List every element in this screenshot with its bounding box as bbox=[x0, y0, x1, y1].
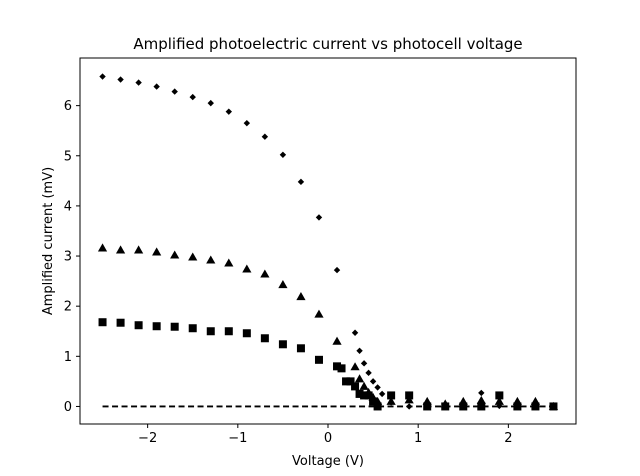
triangle-point bbox=[386, 396, 396, 405]
diamond-point bbox=[351, 329, 359, 336]
triangle-point bbox=[494, 396, 504, 405]
square-point bbox=[351, 382, 360, 391]
diamond-point bbox=[117, 76, 124, 83]
square-point bbox=[337, 364, 346, 373]
square-point bbox=[170, 322, 179, 331]
triangle-point bbox=[206, 255, 216, 264]
triangle-point bbox=[188, 252, 198, 261]
triangle-point bbox=[115, 245, 126, 254]
y-tick-label: 5 bbox=[64, 149, 72, 164]
diamond-point bbox=[261, 133, 269, 140]
diamond-point bbox=[153, 83, 160, 90]
triangle-point bbox=[152, 247, 162, 256]
triangle-point bbox=[242, 264, 252, 273]
triangle-point bbox=[354, 374, 365, 383]
triangle-point bbox=[170, 250, 180, 259]
diamond-point bbox=[243, 119, 251, 127]
x-tick-label: −1 bbox=[228, 431, 247, 446]
square-point bbox=[242, 329, 251, 338]
diamond-point bbox=[225, 108, 232, 115]
diamond-point bbox=[374, 384, 381, 391]
square-point bbox=[314, 355, 323, 364]
square-point bbox=[116, 318, 125, 327]
triangle-point bbox=[278, 280, 288, 289]
square-point bbox=[373, 402, 382, 411]
series-2 bbox=[97, 243, 559, 410]
triangle-point bbox=[476, 395, 486, 404]
square-point bbox=[296, 344, 305, 353]
plot-frame bbox=[79, 57, 577, 425]
triangle-point bbox=[359, 381, 369, 390]
square-point bbox=[188, 324, 197, 333]
square-point bbox=[423, 402, 432, 411]
y-tick-label: 6 bbox=[64, 99, 72, 114]
square-point bbox=[346, 377, 355, 386]
square-point bbox=[134, 321, 143, 330]
triangle-point bbox=[260, 269, 270, 278]
square-point bbox=[224, 327, 233, 336]
square-point bbox=[387, 391, 396, 400]
triangle-point bbox=[134, 245, 144, 254]
diamond-point bbox=[365, 369, 372, 377]
diamond-point bbox=[171, 88, 178, 95]
square-point bbox=[355, 389, 364, 398]
square-point bbox=[206, 327, 215, 336]
square-point bbox=[369, 397, 378, 406]
triangle-point bbox=[97, 243, 108, 252]
diamond-point bbox=[297, 178, 305, 186]
x-tick-label: 1 bbox=[414, 431, 422, 446]
x-axis-label: Voltage (V) bbox=[292, 454, 364, 469]
square-point bbox=[405, 391, 414, 400]
square-point bbox=[549, 402, 558, 411]
diamond-point bbox=[207, 99, 214, 107]
diamond-point bbox=[356, 347, 363, 354]
y-tick-label: 1 bbox=[64, 350, 72, 365]
square-point bbox=[333, 362, 342, 371]
square-point bbox=[260, 334, 269, 343]
square-point bbox=[342, 377, 351, 386]
x-tick-label: 0 bbox=[324, 431, 332, 446]
diamond-point bbox=[378, 390, 386, 398]
triangle-point bbox=[314, 309, 324, 318]
square-point bbox=[477, 402, 486, 411]
square-point bbox=[364, 391, 373, 400]
y-axis-label: Amplified current (mV) bbox=[41, 167, 56, 315]
diamond-point bbox=[279, 151, 287, 158]
square-point bbox=[513, 402, 522, 411]
diamond-point bbox=[405, 403, 413, 410]
diamond-point bbox=[478, 389, 485, 397]
diamond-point bbox=[135, 79, 142, 86]
diamond-point bbox=[360, 360, 368, 367]
square-point bbox=[360, 391, 369, 400]
square-point bbox=[495, 391, 504, 400]
square-point bbox=[531, 402, 540, 411]
diamond-point bbox=[315, 214, 323, 221]
y-tick-label: 2 bbox=[64, 300, 72, 315]
diamond-point bbox=[369, 378, 377, 385]
triangle-point bbox=[296, 292, 306, 301]
y-tick-label: 0 bbox=[64, 400, 72, 415]
plot-area bbox=[79, 57, 577, 425]
triangle-point bbox=[332, 336, 342, 345]
y-tick-label: 4 bbox=[64, 199, 72, 214]
series-3 bbox=[98, 318, 558, 411]
square-point bbox=[152, 322, 161, 331]
diamond-point bbox=[189, 93, 196, 101]
x-axis: −2 −1 0 1 2 bbox=[138, 424, 513, 446]
x-tick-label: 2 bbox=[504, 431, 512, 446]
square-point bbox=[98, 318, 107, 327]
x-tick-label: −2 bbox=[138, 431, 157, 446]
square-point bbox=[459, 402, 468, 411]
y-tick-label: 3 bbox=[64, 250, 72, 265]
diamond-point bbox=[333, 266, 341, 274]
triangle-point bbox=[350, 362, 360, 371]
square-point bbox=[278, 340, 287, 349]
series-1 bbox=[99, 73, 557, 410]
triangle-point bbox=[224, 258, 234, 267]
diamond-point bbox=[99, 73, 106, 80]
y-axis: 0 1 2 3 4 5 6 bbox=[64, 99, 80, 415]
square-point bbox=[441, 402, 450, 411]
chart-title: Amplified photoelectric current vs photo… bbox=[133, 35, 522, 53]
